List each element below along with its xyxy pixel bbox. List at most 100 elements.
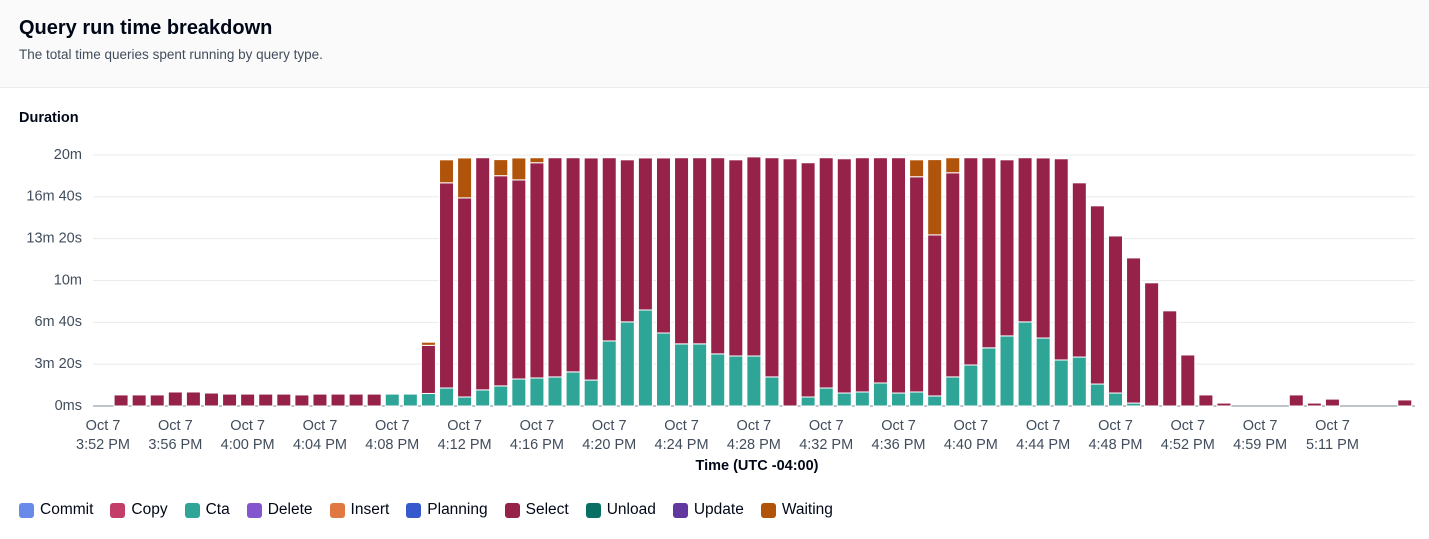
bar-segment — [1035, 157, 1051, 339]
bar-segment — [439, 387, 455, 407]
legend-swatch — [19, 502, 34, 518]
legend-swatch — [760, 502, 776, 518]
title: Query run time breakdown — [19, 17, 273, 39]
bar-segment — [655, 157, 671, 334]
legend-label: Copy — [131, 501, 168, 518]
legend-label: Delete — [267, 501, 313, 518]
bar-segment — [511, 179, 527, 380]
legend-label: Commit — [40, 501, 94, 518]
y-tick-label: 16m 40s — [26, 189, 82, 205]
bar-segment — [836, 392, 852, 407]
subtitle: The total time queries spent running by … — [19, 47, 323, 62]
bar-segment — [927, 234, 943, 397]
bar-segment — [1053, 158, 1069, 361]
bar-segment — [999, 335, 1015, 407]
x-tick-label: Oct 7 4:20 PM — [582, 418, 637, 453]
bar-segment — [637, 309, 653, 407]
y-tick-label: 6m 40s — [34, 314, 82, 330]
bar-segment — [420, 392, 436, 407]
bar-segment — [222, 393, 238, 407]
bar-segment — [872, 382, 888, 407]
bar-segment — [854, 391, 870, 407]
legend-label: Update — [693, 501, 744, 518]
legend-label: Planning — [427, 501, 488, 518]
legend-item: Insert — [329, 501, 389, 519]
bar-segment — [131, 394, 147, 407]
bar-segment — [457, 197, 473, 398]
bar-segment — [439, 159, 455, 184]
x-tick-label: Oct 7 5:11 PM — [1305, 418, 1359, 453]
legend: Commit Copy Cta Delete Insert Planning Select U… — [19, 501, 833, 519]
x-tick-label: Oct 7 4:12 PM — [437, 418, 492, 453]
bar-segment — [800, 396, 816, 407]
bar-segment — [420, 344, 436, 394]
legend-item: Select — [504, 501, 569, 519]
bar-segment — [1162, 310, 1178, 407]
bar-segment — [854, 157, 870, 393]
x-tick-label: Oct 7 4:24 PM — [654, 418, 709, 453]
bar-segment — [1089, 383, 1105, 407]
legend-swatch — [406, 502, 422, 518]
bar-segment — [891, 157, 907, 394]
bar-segment — [1071, 356, 1087, 407]
legend-swatch — [329, 502, 345, 518]
bar-segment — [294, 394, 310, 407]
legend-swatch — [504, 502, 520, 518]
legend-label: Select — [525, 501, 569, 518]
bar-segment — [818, 387, 834, 407]
x-tick-label: Oct 7 4:00 PM — [220, 418, 275, 453]
bar-segment — [475, 157, 491, 391]
y-tick-label: 13m 20s — [26, 230, 82, 246]
legend-swatch — [184, 502, 200, 518]
bar-segment — [348, 393, 364, 407]
bar-segment — [167, 391, 183, 407]
bar-segment — [655, 332, 671, 407]
bar-segment — [1126, 257, 1142, 404]
bar-segment — [999, 159, 1015, 337]
x-tick-label: Oct 7 4:28 PM — [726, 418, 781, 453]
y-axis-title: Duration — [19, 110, 79, 126]
bar-segment — [746, 355, 762, 407]
bar-segment — [764, 157, 780, 378]
bar-segment — [800, 162, 816, 398]
bar-segment — [692, 343, 708, 407]
bar-segment — [366, 393, 382, 407]
header: Query run time breakdown The total time … — [0, 0, 1429, 88]
bar-segment — [330, 393, 346, 407]
bar-segment — [945, 376, 961, 407]
x-axis-title: Time (UTC -04:00) — [695, 458, 819, 474]
bar-segment — [1107, 392, 1123, 407]
bar-segment — [963, 364, 979, 407]
bar-segment — [601, 340, 617, 407]
bar-segment — [619, 321, 635, 407]
y-tick-label: 20m — [54, 147, 82, 163]
bar-segment — [149, 394, 165, 407]
legend-label: Waiting — [781, 501, 833, 518]
bar-segment — [1017, 321, 1033, 407]
bar-segment — [185, 391, 201, 407]
legend-item: Delete — [246, 501, 313, 519]
legend-swatch — [110, 502, 126, 518]
legend-item: Commit — [19, 501, 93, 519]
bar-segment — [728, 355, 744, 407]
bar-segment — [927, 159, 943, 236]
x-tick-label: Oct 7 4:04 PM — [292, 418, 347, 453]
bar-segment — [710, 157, 726, 355]
bar-segment — [764, 376, 780, 407]
legend-item: Planning — [406, 501, 488, 519]
legend-item: Copy — [110, 501, 168, 519]
bar-segment — [420, 341, 436, 346]
bar-segment — [710, 353, 726, 407]
bar-segment — [493, 159, 509, 177]
bar-segment — [1089, 205, 1105, 385]
bar-segment — [439, 182, 455, 389]
bar-segment — [1107, 235, 1123, 394]
legend-label: Unload — [606, 501, 656, 518]
x-tick-label: Oct 7 4:48 PM — [1088, 418, 1143, 453]
bar-segment — [1216, 402, 1232, 407]
x-tick-label: Oct 7 3:52 PM — [76, 418, 130, 453]
bar-segment — [945, 172, 961, 378]
bar-segment — [601, 157, 617, 342]
